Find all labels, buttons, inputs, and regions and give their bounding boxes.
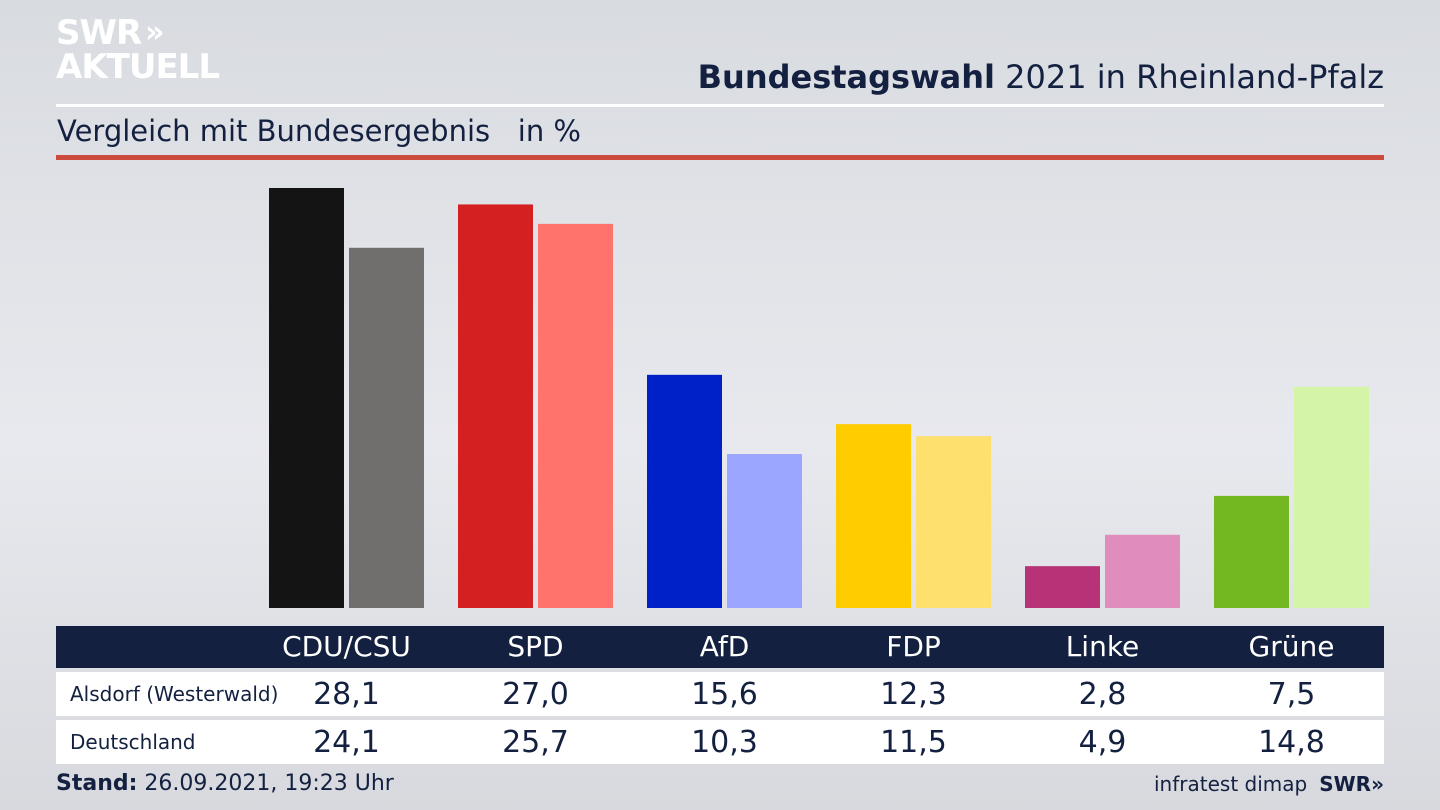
table-header-row: CDU/CSU SPD AfD FDP Linke Grüne [56, 626, 1384, 668]
row-label-local: Alsdorf (Westerwald) [70, 682, 279, 706]
bar-gr-ne-national [1294, 386, 1369, 608]
bar-fdp-national [916, 436, 991, 608]
category-label-linke: Linke [1065, 630, 1140, 663]
category-label-gr-ne: Grüne [1248, 630, 1335, 663]
value-local-cdu-csu: 28,1 [313, 677, 380, 712]
value-local-fdp: 12,3 [880, 677, 947, 712]
logo-line1: SWR [56, 13, 142, 53]
category-label-spd: SPD [507, 630, 564, 663]
swr-brand-logo: SWR» [1319, 772, 1384, 796]
bar-linke-national [1105, 534, 1180, 608]
bar-cdu-csu-national [349, 247, 424, 608]
table-row-local: Alsdorf (Westerwald) 28,1 27,0 15,6 12,3 2,8… [56, 672, 1384, 716]
source-credit: infratest dimap SWR» [1154, 772, 1384, 796]
category-label-cdu-csu: CDU/CSU [282, 630, 411, 663]
value-national-spd: 25,7 [502, 725, 569, 760]
row-label-national: Deutschland [70, 730, 196, 754]
title-rest: 2021 in Rheinland-Pfalz [995, 58, 1384, 96]
logo-line2: AKTUELL [56, 47, 220, 87]
bar-fdp-local [836, 424, 911, 608]
value-national-gr-ne: 14,8 [1258, 725, 1325, 760]
value-local-spd: 27,0 [502, 677, 569, 712]
results-table: CDU/CSU SPD AfD FDP Linke Grüne Alsdorf (West… [56, 626, 1384, 764]
title-bold: Bundestagswahl [697, 58, 995, 96]
stand-value: 26.09.2021, 19:23 Uhr [137, 771, 394, 796]
bar-spd-national [538, 223, 613, 608]
bar-afd-local [647, 374, 722, 608]
source-name: infratest dimap [1154, 772, 1308, 796]
bar-spd-local [458, 204, 533, 608]
bar-linke-local [1025, 566, 1100, 608]
timestamp: Stand: 26.09.2021, 19:23 Uhr [56, 771, 394, 796]
brand-text: SWR [1319, 772, 1372, 796]
value-national-fdp: 11,5 [880, 725, 947, 760]
table-row-national: Deutschland 24,1 25,7 10,3 11,5 4,9 14,8 [56, 720, 1384, 764]
page-title: Bundestagswahl 2021 in Rheinland-Pfalz [698, 58, 1384, 96]
value-national-cdu-csu: 24,1 [313, 725, 380, 760]
value-national-afd: 10,3 [691, 725, 758, 760]
brand-arrows-icon: » [1371, 772, 1384, 796]
value-local-linke: 2,8 [1078, 677, 1127, 712]
value-local-afd: 15,6 [691, 677, 758, 712]
category-label-afd: AfD [699, 630, 750, 663]
chart-subtitle: Vergleich mit Bundesergebnis in % [57, 114, 581, 148]
value-national-linke: 4,9 [1078, 725, 1127, 760]
bar-afd-national [727, 454, 802, 608]
stand-label: Stand: [56, 771, 138, 796]
bar-cdu-csu-local [269, 188, 344, 608]
category-label-fdp: FDP [886, 630, 941, 663]
swr-aktuell-logo: SWR» AKTUELL [56, 13, 220, 87]
bar-gr-ne-local [1214, 495, 1289, 608]
subtitle-divider [56, 155, 1384, 160]
title-divider [56, 104, 1384, 107]
value-local-gr-ne: 7,5 [1267, 677, 1316, 712]
